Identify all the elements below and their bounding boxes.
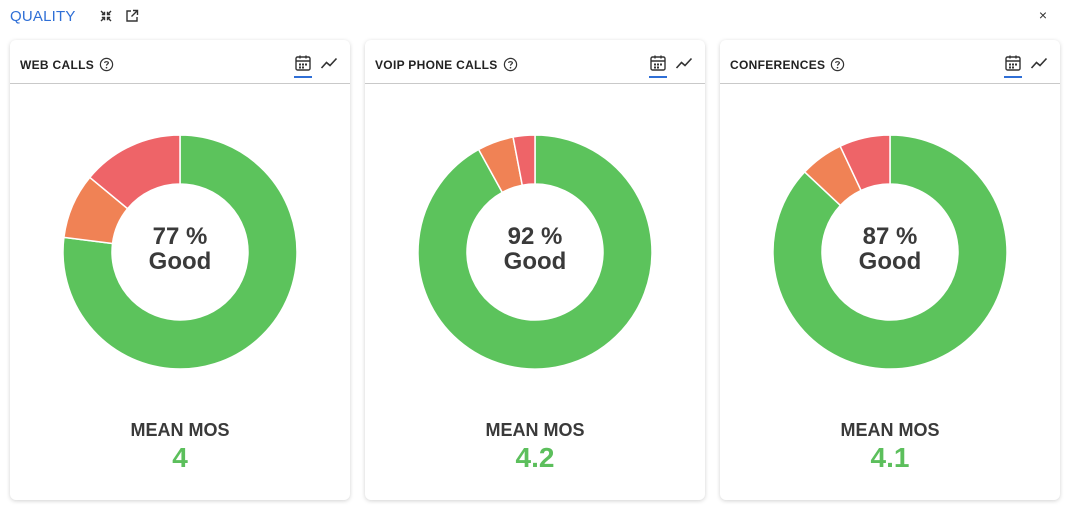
- card-title-text: VOIP PHONE CALLS: [375, 58, 498, 72]
- external-link-icon[interactable]: [124, 8, 140, 24]
- quality-donut-chart: [772, 134, 1008, 370]
- help-icon[interactable]: [503, 57, 518, 72]
- card-web-calls: WEB CALLS 77 % Good MEAN MOS 4: [10, 40, 350, 500]
- card-title-text: WEB CALLS: [20, 58, 95, 72]
- quality-status: Good: [148, 248, 212, 275]
- donut-segment-good[interactable]: [62, 134, 298, 370]
- mean-mos-label: MEAN MOS: [485, 420, 585, 440]
- trend-chart-glyph: [1030, 57, 1048, 69]
- card-title: VOIP PHONE CALLS: [375, 57, 518, 72]
- quality-donut-chart: [62, 134, 298, 370]
- donut-segment-poor[interactable]: [512, 134, 536, 187]
- trend-chart-glyph: [320, 57, 338, 69]
- calendar-glyph: [295, 55, 311, 71]
- mean-mos-value: 4.2: [515, 442, 555, 473]
- mean-mos-value: 4: [172, 442, 188, 473]
- collapse-arrows-glyph: [100, 10, 112, 22]
- calendar-glyph: [1005, 55, 1021, 71]
- donut-segment-poor[interactable]: [839, 134, 891, 192]
- calendar-glyph: [650, 55, 666, 71]
- trend-chart-glyph: [675, 57, 693, 69]
- trend-chart-icon[interactable]: [320, 54, 338, 72]
- widget-header: QUALITY ×: [0, 0, 1071, 34]
- calendar-icon[interactable]: [294, 54, 312, 78]
- card-voip-phone-calls: VOIP PHONE CALLS 92 % Good MEAN MOS 4.2: [365, 40, 705, 500]
- trend-chart-icon[interactable]: [675, 54, 693, 72]
- collapse-arrows-icon[interactable]: [98, 8, 114, 24]
- card-title-text: CONFERENCES: [730, 58, 826, 72]
- calendar-icon[interactable]: [1004, 54, 1022, 78]
- donut-segment-poor[interactable]: [88, 134, 181, 210]
- external-link-glyph: [126, 9, 139, 22]
- card-header: VOIP PHONE CALLS: [365, 40, 705, 84]
- mean-mos-label: MEAN MOS: [840, 420, 940, 440]
- good-percent: 87 %: [862, 223, 918, 250]
- good-percent: 77 %: [152, 223, 208, 250]
- mean-mos-value: 4.1: [870, 442, 910, 473]
- card-header: CONFERENCES: [720, 40, 1060, 84]
- donut-segment-good[interactable]: [417, 134, 653, 370]
- widget-title: QUALITY: [10, 8, 76, 25]
- good-percent: 92 %: [507, 223, 563, 250]
- card-conferences: CONFERENCES 87 % Good MEAN MOS 4.1: [720, 40, 1060, 500]
- donut-segment-good[interactable]: [772, 134, 1008, 370]
- trend-chart-icon[interactable]: [1030, 54, 1048, 72]
- quality-donut-chart: [417, 134, 653, 370]
- donut-center-label: 92 % Good: [435, 224, 635, 274]
- help-icon[interactable]: [99, 57, 114, 72]
- donut-center-label: 77 % Good: [80, 224, 280, 274]
- close-button[interactable]: ×: [1038, 7, 1047, 23]
- calendar-icon[interactable]: [649, 54, 667, 78]
- quality-status: Good: [503, 248, 567, 275]
- mean-mos-label: MEAN MOS: [130, 420, 230, 440]
- help-icon[interactable]: [830, 57, 845, 72]
- card-header: WEB CALLS: [10, 40, 350, 84]
- card-title: WEB CALLS: [20, 57, 114, 72]
- donut-center-label: 87 % Good: [790, 224, 990, 274]
- card-title: CONFERENCES: [730, 57, 845, 72]
- quality-status: Good: [858, 248, 922, 275]
